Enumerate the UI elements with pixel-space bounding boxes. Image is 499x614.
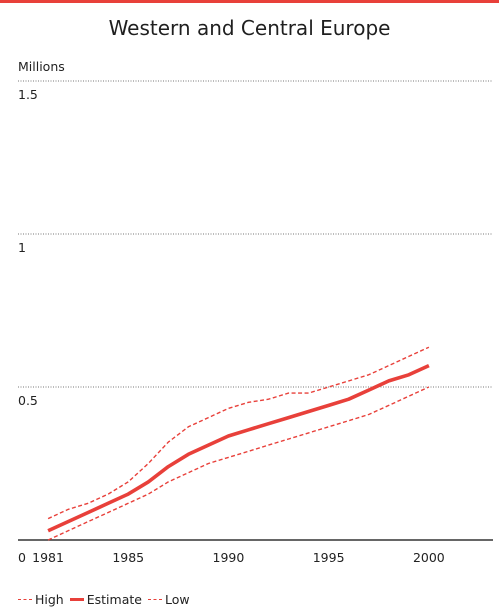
legend-item-low: Low xyxy=(147,592,190,607)
legend-item-high: High xyxy=(18,592,64,607)
series-line-low xyxy=(47,386,430,541)
x-tick-label-2000: 2000 xyxy=(413,550,445,565)
series-line-high xyxy=(47,346,430,520)
y-axis-unit-label: Millions xyxy=(18,59,65,74)
legend-label-high: High xyxy=(35,592,64,607)
x-tick-label-1985: 1985 xyxy=(112,550,144,565)
y-tick-label-0: 0.5 xyxy=(18,393,38,408)
legend: High Estimate Low xyxy=(18,592,196,607)
legend-swatch-low xyxy=(147,599,162,600)
x-tick-label-1990: 1990 xyxy=(213,550,245,565)
legend-label-low: Low xyxy=(164,592,190,607)
x-tick-label-1981: 1981 xyxy=(32,550,64,565)
legend-swatch-estimate xyxy=(69,597,84,602)
y-tick-label-1: 1 xyxy=(18,240,26,255)
x-tick-label-1995: 1995 xyxy=(313,550,345,565)
legend-swatch-high xyxy=(18,599,32,600)
legend-item-estimate: Estimate xyxy=(69,592,142,607)
top-accent-rule xyxy=(0,0,499,3)
y-tick-label-zero: 0 xyxy=(18,550,26,565)
series-line-estimate xyxy=(47,363,430,533)
chart-title: Western and Central Europe xyxy=(108,16,391,40)
line-chart: 0.5 1 1.5 0 1981 1985 1990 1995 2000 xyxy=(18,80,493,565)
y-tick-label-2: 1.5 xyxy=(18,87,38,102)
legend-label-estimate: Estimate xyxy=(86,592,142,607)
